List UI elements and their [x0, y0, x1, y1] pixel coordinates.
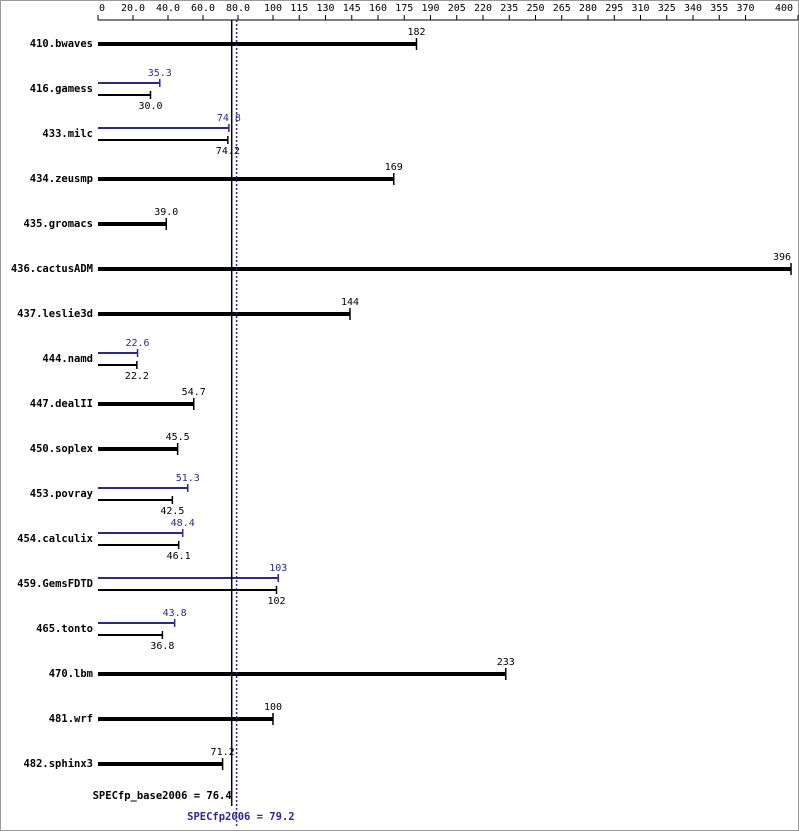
x-tick-label: 175	[395, 3, 413, 14]
value-label: 233	[497, 657, 515, 668]
x-tick-label: 100	[264, 3, 282, 14]
x-tick-label: 340	[684, 3, 702, 14]
x-tick-label: 40.0	[156, 3, 180, 14]
x-tick-label: 250	[526, 3, 544, 14]
x-tick-label: 280	[579, 3, 597, 14]
base-score-label: SPECfp_base2006 = 76.4	[93, 790, 232, 802]
x-tick-label: 310	[631, 3, 649, 14]
category-label: 465.tonto	[36, 623, 93, 635]
value-label: 100	[264, 702, 282, 713]
x-tick-label: 20.0	[121, 3, 145, 14]
value-label: 182	[407, 27, 425, 38]
peak-score-label: SPECfp2006 = 79.2	[187, 811, 294, 823]
value-label: 45.5	[166, 432, 190, 443]
value-label: 36.8	[150, 641, 174, 652]
x-tick-label: 325	[658, 3, 676, 14]
value-label: 22.2	[125, 371, 149, 382]
x-tick-label: 295	[605, 3, 623, 14]
x-tick-label: 400	[775, 3, 793, 14]
category-label: 447.dealII	[30, 398, 93, 410]
x-tick-label: 115	[290, 3, 308, 14]
category-label: 435.gromacs	[23, 218, 93, 230]
value-label: 169	[385, 162, 403, 173]
value-label: 144	[341, 297, 359, 308]
category-label: 416.gamess	[30, 83, 93, 95]
value-label: 43.8	[163, 608, 187, 619]
value-label: 103	[269, 563, 287, 574]
category-label: 436.cactusADM	[11, 263, 93, 275]
x-tick-label: 160	[369, 3, 387, 14]
value-label: 71.2	[211, 747, 235, 758]
value-label: 39.0	[154, 207, 178, 218]
value-label: 54.7	[182, 387, 206, 398]
x-tick-label: 130	[316, 3, 334, 14]
category-label: 459.GemsFDTD	[17, 578, 93, 590]
category-label: 454.calculix	[17, 533, 94, 545]
x-tick-label: 355	[710, 3, 728, 14]
category-label: 482.sphinx3	[23, 758, 93, 770]
x-tick-label: 80.0	[226, 3, 250, 14]
category-label: 444.namd	[42, 353, 93, 365]
x-tick-label: 145	[343, 3, 361, 14]
category-label: 410.bwaves	[30, 38, 93, 50]
x-tick-label: 205	[448, 3, 466, 14]
category-label: 437.leslie3d	[17, 308, 93, 320]
value-label: 102	[267, 596, 285, 607]
value-label: 42.5	[160, 506, 184, 517]
category-label: 470.lbm	[49, 668, 93, 680]
x-tick-label: 190	[421, 3, 439, 14]
value-label: 35.3	[148, 68, 172, 79]
value-label: 396	[773, 252, 791, 263]
x-tick-label: 370	[736, 3, 754, 14]
value-label: 22.6	[126, 338, 150, 349]
x-tick-label: 265	[553, 3, 571, 14]
value-label: 30.0	[138, 101, 162, 112]
x-tick-label: 60.0	[191, 3, 215, 14]
x-tick-label: 235	[500, 3, 518, 14]
category-label: 433.milc	[42, 128, 93, 140]
x-tick-label: 0	[99, 3, 105, 14]
category-label: 434.zeusmp	[30, 173, 93, 185]
value-label: 74.2	[216, 146, 240, 157]
value-label: 46.1	[167, 551, 191, 562]
value-label: 48.4	[171, 518, 195, 529]
value-label: 51.3	[176, 473, 200, 484]
x-tick-label: 220	[474, 3, 492, 14]
category-label: 453.povray	[30, 488, 94, 500]
value-label: 74.8	[217, 113, 241, 124]
category-label: 450.soplex	[30, 443, 94, 455]
category-label: 481.wrf	[49, 713, 93, 725]
